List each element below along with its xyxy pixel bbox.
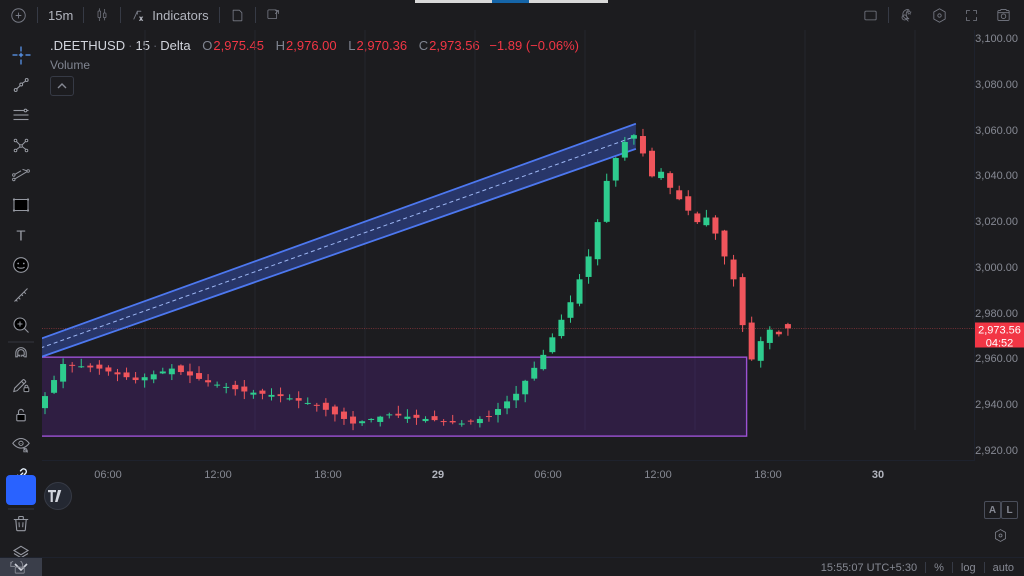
svg-text:T: T	[16, 228, 25, 245]
svg-text:x: x	[140, 15, 144, 22]
